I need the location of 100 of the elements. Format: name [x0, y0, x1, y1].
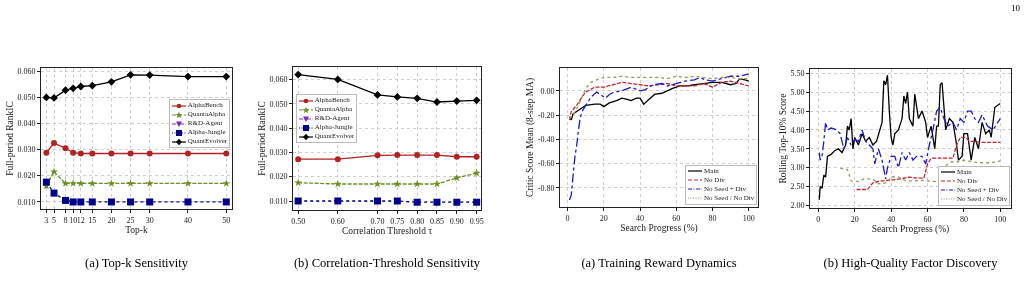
- point: [333, 75, 342, 84]
- point: [126, 70, 135, 79]
- y-tick-label: 4.00: [790, 125, 805, 135]
- point: [77, 150, 84, 157]
- y-tick-label: 3.00: [790, 163, 805, 173]
- y-tick-label: 0.020: [269, 172, 288, 182]
- x-tick-label: 80: [708, 213, 717, 223]
- x-tick-label: 30: [145, 215, 154, 225]
- x-tick-label: 20: [107, 215, 116, 225]
- y-tick-label: 0.040: [17, 119, 36, 129]
- text: 10: [1011, 3, 1020, 13]
- x-tick-label: 3: [44, 215, 49, 225]
- point: [433, 198, 441, 206]
- x-tick-label: 0.50: [291, 216, 306, 226]
- point: [333, 179, 342, 188]
- point: [334, 197, 342, 205]
- point: [294, 178, 303, 187]
- y-tick-label: 3.50: [790, 144, 805, 154]
- x-tick-label: 5: [52, 215, 57, 225]
- point: [51, 140, 58, 147]
- x-tick-label: 40: [183, 215, 192, 225]
- point: [50, 167, 58, 176]
- text: (b) High-Quality Factor Discovery: [822, 256, 999, 271]
- point: [373, 91, 382, 99]
- text: (a) Training Reward Dynamics: [580, 256, 738, 271]
- point: [76, 82, 85, 91]
- x-tick-label: 0.75: [390, 216, 405, 226]
- point: [472, 168, 481, 177]
- point: [127, 150, 134, 157]
- x-tick-label: 20: [850, 214, 859, 224]
- point: [62, 145, 69, 152]
- point: [394, 152, 401, 159]
- point: [42, 178, 50, 186]
- point: [184, 150, 191, 157]
- y-tick-label: 0.060: [269, 75, 288, 85]
- point: [126, 179, 135, 187]
- line-series: [855, 136, 1001, 191]
- x-axis-title: Top-k: [125, 224, 149, 235]
- point: [452, 97, 461, 105]
- x-axis-title: Search Progress (%): [620, 222, 698, 234]
- x-axis-title: Search Progress (%): [871, 223, 950, 235]
- y-axis-title: Rolling Top-10% Score: [777, 93, 788, 184]
- y-tick-label: 0.050: [269, 99, 288, 109]
- point: [146, 150, 153, 157]
- point: [334, 156, 341, 163]
- point: [146, 198, 154, 206]
- x-tick-label: 8: [63, 215, 68, 225]
- point: [61, 179, 70, 187]
- y-tick-label: 0.060: [17, 67, 36, 77]
- point: [413, 198, 421, 206]
- point: [294, 70, 303, 79]
- x-tick-label: 60: [672, 213, 681, 223]
- point: [61, 86, 70, 95]
- point: [43, 149, 50, 156]
- x-tick-label: 0.80: [410, 216, 425, 226]
- point: [42, 93, 51, 102]
- x-tick-label: 40: [636, 213, 645, 223]
- y-tick-label: 0.040: [269, 123, 288, 133]
- point: [69, 198, 77, 206]
- x-tick-label: 0.95: [469, 216, 484, 226]
- y-tick-label: 0.010: [269, 196, 288, 206]
- x-tick-label: 0: [816, 214, 821, 224]
- text: (a) Top-k Sensitivity: [83, 256, 190, 271]
- point: [473, 198, 481, 206]
- point: [88, 81, 97, 90]
- x-axis-title: Correlation Threshold τ: [341, 225, 433, 236]
- point: [295, 156, 302, 163]
- x-tick-label: 0.70: [370, 216, 385, 226]
- point: [472, 96, 481, 105]
- y-axis-title: Critic Score Mean (8-step MA): [524, 77, 536, 198]
- y-tick-label: 5.50: [790, 69, 805, 79]
- point: [69, 84, 78, 93]
- point: [107, 198, 115, 206]
- point: [413, 94, 422, 103]
- y-tick-label: 4.50: [790, 106, 805, 116]
- point: [70, 149, 77, 156]
- x-tick-label: 20: [599, 213, 608, 223]
- y-tick-label: 5.00: [790, 88, 805, 97]
- y-tick-label: 2.50: [790, 182, 805, 192]
- point: [107, 77, 116, 86]
- y-tick-label: -0.40: [537, 135, 555, 145]
- point: [393, 93, 402, 101]
- x-tick-label: 100: [994, 214, 1007, 224]
- point: [222, 179, 231, 187]
- y-tick-label: -0.20: [537, 110, 555, 120]
- x-tick-label: 12: [76, 215, 85, 225]
- y-tick-label: 0.00: [540, 86, 555, 96]
- point: [294, 197, 302, 205]
- y-axis-title: Full-period RankIC: [4, 101, 15, 176]
- x-tick-label: 60: [923, 214, 932, 224]
- point: [414, 152, 421, 159]
- point: [433, 152, 440, 159]
- point: [393, 179, 402, 188]
- text: (b) Correlation-Threshold Sensitivity: [292, 256, 482, 271]
- x-tick-label: 25: [126, 215, 135, 225]
- x-tick-label: 80: [959, 214, 968, 224]
- y-tick-label: 0.030: [269, 148, 288, 158]
- point: [374, 152, 381, 159]
- y-tick-label: -0.80: [537, 183, 555, 193]
- y-axis-title: Full-period RankIC: [256, 101, 267, 176]
